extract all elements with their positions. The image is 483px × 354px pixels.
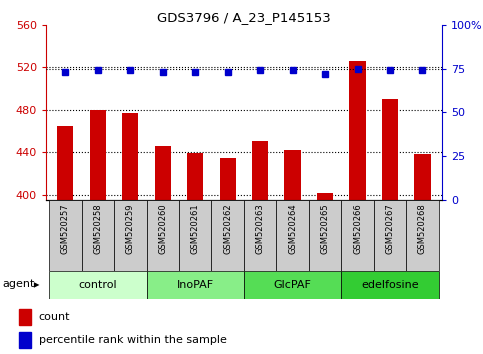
Text: GSM520262: GSM520262 xyxy=(223,204,232,254)
Text: percentile rank within the sample: percentile rank within the sample xyxy=(39,335,227,346)
Bar xyxy=(212,200,244,271)
Bar xyxy=(406,200,439,271)
Text: GSM520265: GSM520265 xyxy=(321,204,329,254)
Bar xyxy=(49,200,82,271)
Text: GSM520260: GSM520260 xyxy=(158,204,167,254)
Text: count: count xyxy=(39,312,70,322)
Bar xyxy=(57,126,73,200)
Bar xyxy=(49,271,146,299)
Text: GSM520261: GSM520261 xyxy=(191,204,199,254)
Bar xyxy=(90,110,106,200)
Bar xyxy=(382,99,398,200)
Bar xyxy=(374,200,406,271)
Bar xyxy=(220,158,236,200)
Bar xyxy=(155,146,171,200)
Bar xyxy=(244,200,276,271)
Bar xyxy=(82,200,114,271)
Bar xyxy=(19,332,31,348)
Bar xyxy=(114,200,146,271)
Bar xyxy=(146,271,244,299)
Title: GDS3796 / A_23_P145153: GDS3796 / A_23_P145153 xyxy=(157,11,331,24)
Bar xyxy=(276,200,309,271)
Bar xyxy=(187,153,203,200)
Bar xyxy=(122,113,139,200)
Bar xyxy=(341,271,439,299)
Bar xyxy=(244,271,341,299)
Text: GlcPAF: GlcPAF xyxy=(274,280,312,290)
Text: GSM520266: GSM520266 xyxy=(353,204,362,254)
Bar xyxy=(146,200,179,271)
Text: GSM520263: GSM520263 xyxy=(256,204,265,254)
Text: GSM520257: GSM520257 xyxy=(61,204,70,254)
Text: edelfosine: edelfosine xyxy=(361,280,419,290)
Text: GSM520264: GSM520264 xyxy=(288,204,297,254)
Bar xyxy=(341,200,374,271)
Bar xyxy=(349,61,366,200)
Text: control: control xyxy=(79,280,117,290)
Bar xyxy=(317,193,333,200)
Bar xyxy=(284,150,301,200)
Bar xyxy=(309,200,341,271)
Text: GSM520258: GSM520258 xyxy=(93,204,102,254)
Bar xyxy=(414,154,430,200)
Text: GSM520267: GSM520267 xyxy=(385,204,395,254)
Text: InoPAF: InoPAF xyxy=(177,280,214,290)
Bar xyxy=(19,309,31,325)
Bar xyxy=(252,141,268,200)
Text: GSM520259: GSM520259 xyxy=(126,204,135,254)
Bar xyxy=(179,200,212,271)
Text: GSM520268: GSM520268 xyxy=(418,204,427,254)
Text: agent: agent xyxy=(2,279,35,289)
